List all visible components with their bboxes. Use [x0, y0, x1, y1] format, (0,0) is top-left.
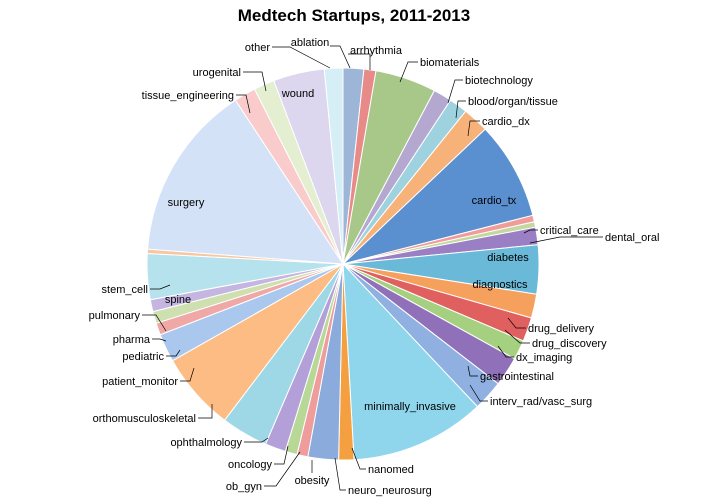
slice-label: blood/organ/tissue	[468, 96, 558, 108]
leader-line	[264, 451, 301, 487]
leader-line	[497, 345, 514, 358]
leader-line	[447, 79, 463, 104]
slice-label: drug_discovery	[532, 338, 607, 350]
leader-line	[150, 284, 171, 290]
slice-label: diabetes	[487, 252, 529, 264]
leader-line	[507, 317, 526, 329]
slice-label: orthomusculoskeletal	[93, 413, 196, 425]
slice-labels: ablation arrhythmia biomaterials biotechnol…	[89, 37, 660, 497]
slice-label: drug_delivery	[528, 323, 595, 335]
leader-line	[504, 329, 530, 344]
pie-slice-other	[323, 67, 344, 265]
leader-line	[244, 437, 269, 443]
leader-line	[243, 71, 267, 92]
slice-label: other	[245, 42, 270, 54]
leader-line	[455, 100, 466, 119]
slice-label: biotechnology	[465, 75, 533, 87]
slice-label: ophthalmology	[170, 437, 242, 449]
leader-line	[166, 349, 181, 357]
leader-line	[467, 365, 478, 377]
leader-line	[469, 384, 488, 402]
leader-line	[236, 94, 251, 114]
slice-label: ablation	[291, 37, 330, 49]
slice-label: pharma	[113, 334, 151, 346]
leader-line	[180, 367, 195, 382]
chart-title: Medtech Startups, 2011-2013	[237, 6, 471, 25]
leader-line	[142, 314, 167, 332]
slice-label: ob_gyn	[226, 481, 262, 493]
slice-label: arrhythmia	[350, 45, 403, 57]
pie-slice-minimally-invasive	[342, 262, 479, 461]
pie-slices	[146, 67, 540, 461]
leader-line	[274, 445, 289, 465]
leader-line	[330, 45, 351, 69]
pie-slice-surgery	[147, 99, 344, 265]
slice-label: cardio_tx	[472, 195, 517, 207]
leader-line	[351, 447, 366, 470]
slice-label: surgery	[168, 197, 205, 209]
slice-label: patient_monitor	[102, 376, 178, 388]
slice-label: dx_imaging	[516, 352, 572, 364]
leader-line	[523, 229, 538, 234]
leader-line	[272, 46, 331, 69]
slice-label: diagnostics	[472, 279, 528, 291]
slice-label: gastrointestinal	[480, 371, 554, 383]
slice-label: pediatric	[122, 351, 164, 363]
label-leaders	[142, 45, 603, 491]
leader-line	[334, 457, 346, 491]
leader-line	[529, 236, 603, 244]
slice-label: critical_care	[540, 225, 599, 237]
pie-slice-cardio-tx	[341, 128, 534, 265]
slice-label: oncology	[228, 459, 273, 471]
leader-line	[467, 120, 480, 137]
slice-label: neuro_neurosurg	[348, 485, 432, 497]
slice-label: minimally_invasive	[364, 401, 456, 413]
slice-label: spine	[165, 294, 191, 306]
slice-label: urogenital	[193, 67, 241, 79]
slice-label: obesity	[295, 475, 330, 487]
slice-label: pulmonary	[89, 310, 141, 322]
slice-label: interv_rad/vasc_surg	[490, 396, 592, 408]
slice-label: cardio_dx	[482, 116, 530, 128]
leader-line	[198, 404, 213, 419]
leader-line	[399, 61, 418, 83]
leader-line	[348, 53, 371, 70]
slice-label: nanomed	[368, 464, 414, 476]
slice-label: dental_oral	[605, 232, 659, 244]
slice-label: stem_cell	[102, 284, 148, 296]
slice-label: tissue_engineering	[142, 90, 234, 102]
slice-label: wound	[281, 88, 314, 100]
leader-line	[152, 338, 167, 342]
slice-label: biomaterials	[420, 57, 480, 69]
